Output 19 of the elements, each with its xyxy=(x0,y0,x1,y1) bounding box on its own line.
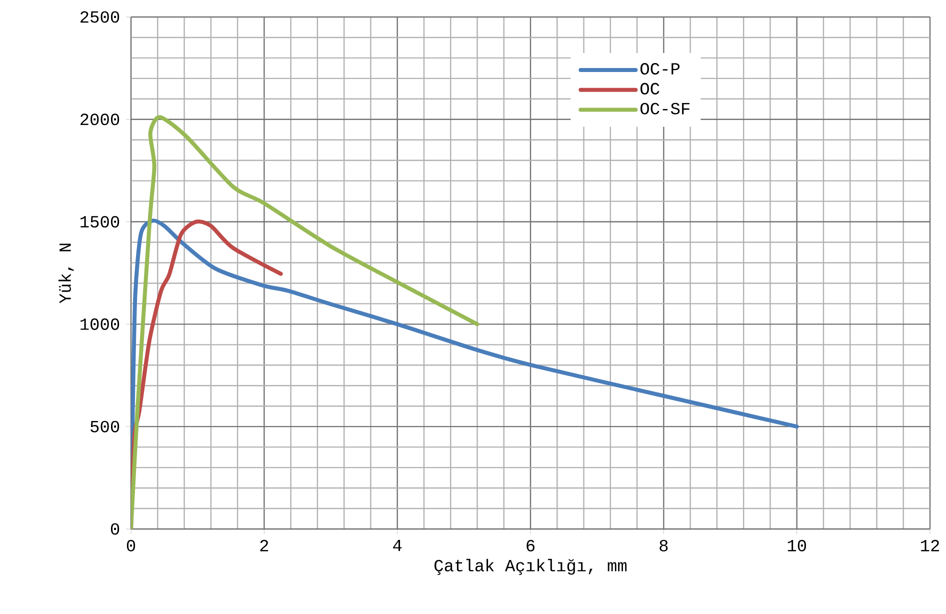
y-tick-label: 0 xyxy=(110,523,120,535)
y-tick-label: 2500 xyxy=(80,11,120,23)
y-tick-label: 1500 xyxy=(80,216,120,228)
x-tick-label: 2 xyxy=(260,540,268,552)
line-series xyxy=(131,115,480,529)
y-axis-title: Yük, N xyxy=(58,244,74,304)
x-tick-label: 12 xyxy=(921,540,940,552)
legend-label: OC-SF xyxy=(640,102,690,114)
y-tick-label: 1000 xyxy=(80,318,120,330)
x-tick-label: 6 xyxy=(526,540,534,552)
x-tick-label: 4 xyxy=(393,540,402,552)
x-axis-title: Çatlak Açıklığı, mm xyxy=(434,558,627,575)
y-tick-label: 2000 xyxy=(80,114,120,126)
x-tick-label: 8 xyxy=(660,540,668,552)
x-tick-label: 0 xyxy=(126,540,136,552)
legend-label: OC xyxy=(640,82,660,94)
x-tick-label: 10 xyxy=(788,540,806,552)
y-tick-label: 500 xyxy=(90,420,120,432)
legend-label: OC-P xyxy=(640,63,680,75)
